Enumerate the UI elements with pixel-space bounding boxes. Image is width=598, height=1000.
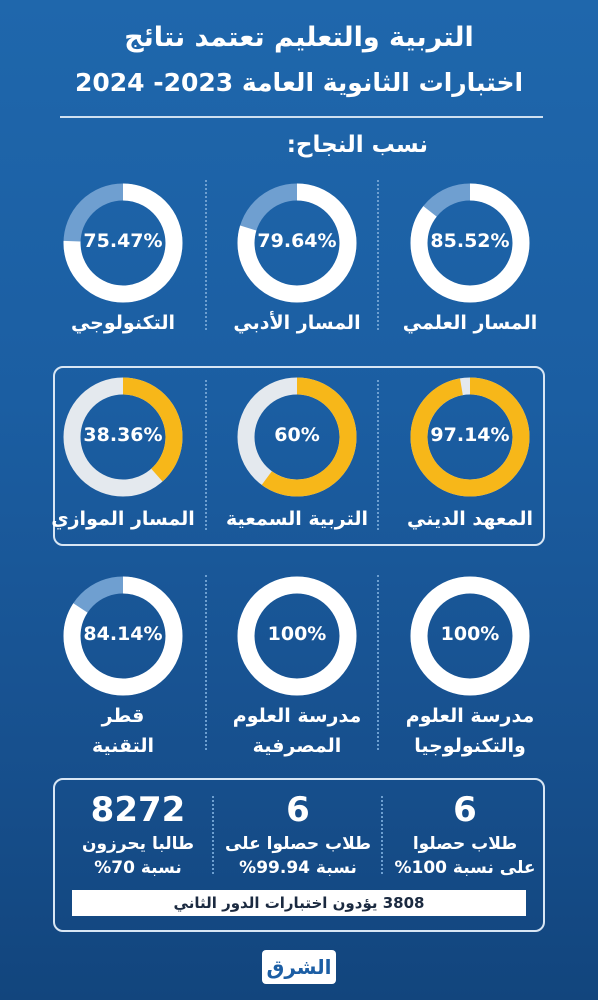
percent-qatar-technical: 84.14% <box>83 623 163 645</box>
main-title-line2: اختبارات الثانوية العامة 2023- 2024 <box>74 68 524 97</box>
ring-science-school <box>410 576 530 696</box>
stat-card-qatar-technical: 84.14% قطر التقنية <box>38 573 208 763</box>
ring-progress <box>237 377 357 497</box>
label-hearing: التربية السمعية <box>226 508 368 530</box>
divider <box>377 180 379 330</box>
stat-card-religious: 97.14% المعهد الديني <box>385 374 555 539</box>
percent-religious: 97.14% <box>430 424 510 446</box>
ring-scientific <box>410 183 530 303</box>
ring-qatar-technical <box>63 576 183 696</box>
section-title: نسب النجاح: <box>286 132 428 158</box>
label-religious: المعهد الديني <box>407 508 533 530</box>
stat-card-banking-school: 100% مدرسة العلوم المصرفية <box>212 573 382 763</box>
stat-text-perfect-line1: طلاب حصلوا <box>412 834 518 854</box>
ring-progress <box>63 377 183 497</box>
ring-progress <box>63 576 183 696</box>
ring-hearing <box>237 377 357 497</box>
stat-text-seventy-line1: طالبا يحرزون <box>81 834 195 854</box>
label-technology: التكنولوجي <box>70 312 176 334</box>
label-banking-school-line2: المصرفية <box>252 735 342 757</box>
stat-text-seventy-line2: نسبة 70% <box>94 858 182 878</box>
divider <box>205 575 207 750</box>
second-round-bar: 3808 يؤدون اختبارات الدور الثاني <box>72 890 526 916</box>
label-qatar-technical-line2: التقنية <box>91 735 155 757</box>
stat-card-literary: 79.64% المسار الأدبي <box>212 180 382 340</box>
ring-progress <box>237 183 357 303</box>
stat-card-parallel: 38.36% المسار الموازي <box>38 374 208 539</box>
stat-text-perfect-line2: على نسبة 100% <box>394 858 536 878</box>
label-banking-school-line1: مدرسة العلوم <box>232 705 362 727</box>
percent-banking-school: 100% <box>267 623 327 645</box>
label-parallel: المسار الموازي <box>51 508 195 530</box>
stat-card-technology: 75.47% التكنولوجي <box>38 180 208 340</box>
ring-progress <box>410 377 530 497</box>
percent-parallel: 38.36% <box>83 424 163 446</box>
divider <box>377 575 379 750</box>
highlight-box <box>53 366 545 546</box>
ring-religious <box>410 377 530 497</box>
divider <box>205 180 207 330</box>
stats-box <box>53 778 545 932</box>
stat-card-scientific: 85.52% المسار العلمي <box>385 180 555 340</box>
percent-hearing: 60% <box>274 424 320 446</box>
ring-banking-school <box>237 576 357 696</box>
percent-science-school: 100% <box>440 623 500 645</box>
stat-text-top-line2: نسبة 99.94% <box>239 858 357 878</box>
stat-number-top: 6 <box>286 790 310 830</box>
percent-scientific: 85.52% <box>430 230 510 252</box>
ring-progress <box>237 576 357 696</box>
divider <box>377 380 379 530</box>
main-title-line1: التربية والتعليم تعتمد نتائج <box>124 22 474 53</box>
label-qatar-technical-line1: قطر <box>101 705 145 727</box>
label-literary: المسار الأدبي <box>233 312 361 334</box>
label-science-school-line1: مدرسة العلوم <box>405 705 535 727</box>
ring-parallel <box>63 377 183 497</box>
stat-card-hearing: 60% التربية السمعية <box>212 374 382 539</box>
ring-progress <box>410 576 530 696</box>
stat-card-science-school: 100% مدرسة العلوم والتكنولوجيا <box>385 573 555 763</box>
divider <box>212 796 214 874</box>
stat-number-seventy: 8272 <box>90 790 186 830</box>
percent-literary: 79.64% <box>257 230 337 252</box>
stat-number-perfect: 6 <box>453 790 477 830</box>
label-scientific: المسار العلمي <box>402 312 538 334</box>
ring-literary <box>237 183 357 303</box>
percent-technology: 75.47% <box>83 230 163 252</box>
label-science-school-line2: والتكنولوجيا <box>414 735 526 757</box>
ring-progress <box>63 183 183 303</box>
divider <box>381 796 383 874</box>
ring-progress <box>410 183 530 303</box>
title-divider <box>60 116 543 118</box>
divider <box>205 380 207 530</box>
ring-technology <box>63 183 183 303</box>
brand-logo: الشرق <box>262 950 336 984</box>
stat-text-top-line1: طلاب حصلوا على <box>224 834 372 854</box>
